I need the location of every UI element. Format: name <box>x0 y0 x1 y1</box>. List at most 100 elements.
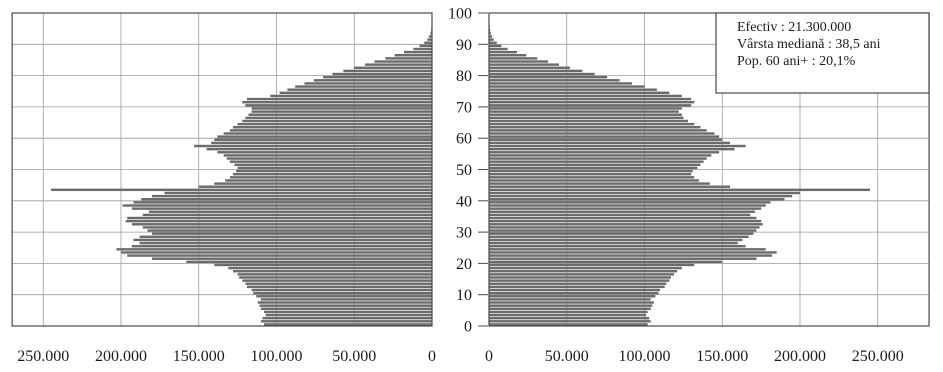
bar-left-age-58 <box>211 141 432 145</box>
bar-right-age-77 <box>489 82 633 85</box>
x-tick-label-right-50000: 50.000 <box>545 348 589 365</box>
bar-right-age-67 <box>489 113 682 116</box>
y-tick-label-40: 40 <box>456 193 472 210</box>
bar-left-age-6 <box>259 304 432 307</box>
bar-left-age-82 <box>354 66 432 69</box>
bar-right-age-5 <box>489 307 651 310</box>
bar-left-age-7 <box>257 301 432 304</box>
bar-right-age-83 <box>489 63 559 66</box>
bar-left-age-93 <box>430 32 432 35</box>
bar-left-age-47 <box>229 176 432 179</box>
bar-right-age-79 <box>489 75 608 79</box>
y-tick-label-60: 60 <box>456 131 472 148</box>
bar-left-age-65 <box>242 119 432 123</box>
bar-right-age-10 <box>489 291 659 295</box>
bar-right-age-43 <box>489 188 870 192</box>
bar-right-age-31 <box>489 226 760 229</box>
bar-right-age-18 <box>489 266 682 270</box>
bar-layer <box>51 25 870 326</box>
bar-left-age-86 <box>394 54 432 57</box>
bar-left-age-22 <box>127 254 432 257</box>
bar-right-age-69 <box>489 107 682 110</box>
frame-layer <box>11 12 930 327</box>
bar-right-age-72 <box>489 97 692 101</box>
bar-right-age-61 <box>489 132 715 135</box>
bar-right-age-65 <box>489 119 689 123</box>
bar-left-age-92 <box>428 35 432 38</box>
bar-right-age-48 <box>489 172 692 176</box>
bar-right-age-19 <box>489 263 695 267</box>
bar-right-age-29 <box>489 232 754 235</box>
bar-right-age-51 <box>489 163 701 167</box>
bar-right-age-47 <box>489 176 695 179</box>
bar-right-age-38 <box>489 204 766 207</box>
bar-left-age-41 <box>152 194 432 198</box>
annotation-total-population: Efectiv : 21.300.000 <box>737 20 851 35</box>
bar-right-age-50 <box>489 166 698 170</box>
bar-right-age-62 <box>489 129 707 132</box>
bar-right-age-15 <box>489 276 671 279</box>
plot-frame-right <box>488 12 930 327</box>
bar-left-age-46 <box>225 179 432 182</box>
bar-left-age-78 <box>313 79 432 82</box>
bar-right-age-66 <box>489 116 684 120</box>
bar-right-age-3 <box>489 313 647 317</box>
bar-right-age-32 <box>489 223 763 226</box>
bar-right-age-86 <box>489 54 527 57</box>
bar-right-age-4 <box>489 310 648 314</box>
bar-left-age-66 <box>245 116 432 120</box>
bar-right-age-7 <box>489 301 654 304</box>
bar-left-age-36 <box>148 210 433 213</box>
bar-left-age-59 <box>214 138 432 141</box>
x-tick-label-left-100000: 100.000 <box>251 348 303 365</box>
bar-left-age-52 <box>229 160 432 163</box>
bar-left-age-60 <box>217 135 432 138</box>
bar-left-age-14 <box>242 279 432 282</box>
bar-left-age-20 <box>186 260 432 264</box>
bar-right-age-36 <box>489 210 755 213</box>
bar-left-age-29 <box>152 232 432 235</box>
bar-left-age-32 <box>131 223 432 226</box>
bar-right-age-58 <box>489 141 731 145</box>
bar-left-age-83 <box>365 63 432 66</box>
bar-left-age-5 <box>260 307 432 310</box>
bar-right-age-76 <box>489 85 645 88</box>
bar-right-age-89 <box>489 44 502 48</box>
bar-right-age-46 <box>489 179 699 182</box>
bar-left-age-34 <box>127 216 432 220</box>
bar-right-age-49 <box>489 169 693 173</box>
bar-left-age-80 <box>332 72 432 76</box>
bar-right-age-57 <box>489 144 746 148</box>
bar-right-age-75 <box>489 88 657 91</box>
bar-left-age-63 <box>232 126 432 129</box>
bar-left-age-72 <box>246 97 432 101</box>
y-tick-label-70: 70 <box>456 99 472 116</box>
bar-right-age-35 <box>489 213 751 217</box>
bar-left-age-2 <box>262 316 432 320</box>
bar-right-age-22 <box>489 254 773 257</box>
bar-right-age-8 <box>489 298 651 301</box>
bar-left-age-9 <box>256 295 432 298</box>
bar-left-age-67 <box>248 113 432 116</box>
bar-right-age-87 <box>489 50 517 54</box>
bar-left-age-27 <box>133 238 432 242</box>
bar-right-age-39 <box>489 201 771 204</box>
bar-left-age-45 <box>214 182 432 185</box>
bar-left-age-70 <box>245 104 432 107</box>
bar-left-age-77 <box>304 82 432 85</box>
bar-left-age-30 <box>147 229 432 232</box>
bar-left-age-3 <box>265 313 432 317</box>
bar-left-age-31 <box>142 226 432 229</box>
bar-left-age-24 <box>116 248 432 251</box>
bar-left-age-88 <box>413 47 432 51</box>
bar-right-age-54 <box>489 154 712 157</box>
bar-left-age-87 <box>404 50 432 54</box>
bar-right-age-73 <box>489 94 682 98</box>
bar-left-age-84 <box>374 60 432 63</box>
bar-left-age-90 <box>424 41 432 44</box>
bar-right-age-59 <box>489 138 723 141</box>
bar-right-age-13 <box>489 282 667 285</box>
bar-right-age-60 <box>489 135 720 138</box>
bar-left-age-23 <box>121 251 432 254</box>
y-tick-label-100: 100 <box>448 6 472 23</box>
